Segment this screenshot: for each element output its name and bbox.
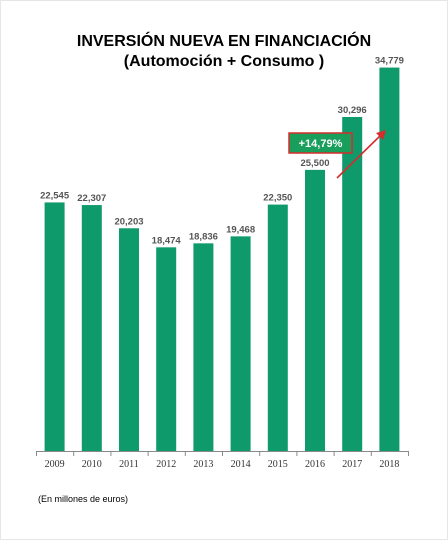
x-tick-label: 2015 bbox=[268, 459, 288, 470]
bar bbox=[156, 247, 177, 451]
bar-value-label: 22,350 bbox=[263, 193, 292, 204]
chart-title: INVERSIÓN NUEVA EN FINANCIACIÓN bbox=[76, 33, 372, 50]
growth-badge bbox=[288, 132, 353, 154]
x-tick-label: 2013 bbox=[193, 459, 213, 470]
bar-value-label: 18,836 bbox=[189, 231, 218, 242]
x-tick-label: 2012 bbox=[156, 459, 176, 470]
x-tick-label: 2016 bbox=[305, 459, 325, 470]
bar-value-label: 34,779 bbox=[375, 56, 404, 67]
x-axis: 2009 2010 2011 2012 2013 2014 2015 2016 2017 2018 bbox=[36, 451, 409, 470]
x-tick-label: 2009 bbox=[45, 459, 65, 470]
bar-value-label: 22,307 bbox=[77, 193, 106, 204]
bar bbox=[44, 202, 65, 451]
bar bbox=[119, 228, 139, 451]
value-labels-group: 22,545 22,307 20,203 18,474 18,836 19,468 22,3… bbox=[40, 56, 404, 247]
growth-annotation: +14,79% bbox=[288, 130, 386, 179]
bar-value-label: 22,545 bbox=[40, 190, 70, 201]
bar bbox=[267, 204, 288, 451]
growth-arrow-line bbox=[336, 133, 383, 179]
x-tick-label: 2011 bbox=[119, 459, 139, 470]
x-tick-label: 2014 bbox=[231, 459, 251, 470]
bar bbox=[379, 67, 400, 451]
bar-value-label: 19,468 bbox=[226, 224, 255, 235]
bar-value-label: 25,500 bbox=[300, 158, 329, 169]
bar-value-label: 20,203 bbox=[114, 216, 143, 227]
bar bbox=[342, 116, 363, 451]
bar-value-label: 30,296 bbox=[338, 105, 367, 116]
bar bbox=[193, 243, 214, 451]
bar bbox=[230, 236, 251, 451]
x-tick-label: 2017 bbox=[342, 459, 362, 470]
growth-badge-text: +14,79% bbox=[299, 138, 343, 150]
chart-subtitle: (Automoción + Consumo ) bbox=[123, 53, 325, 70]
x-tick-label: 2010 bbox=[82, 459, 102, 470]
bar bbox=[305, 169, 325, 452]
growth-arrow-head bbox=[376, 130, 386, 140]
bar bbox=[81, 205, 102, 451]
units-footnote: (En millones de euros) bbox=[38, 494, 129, 504]
x-tick-label: 2018 bbox=[379, 459, 399, 470]
bars-group bbox=[44, 67, 400, 452]
bar-value-label: 18,474 bbox=[152, 235, 182, 246]
